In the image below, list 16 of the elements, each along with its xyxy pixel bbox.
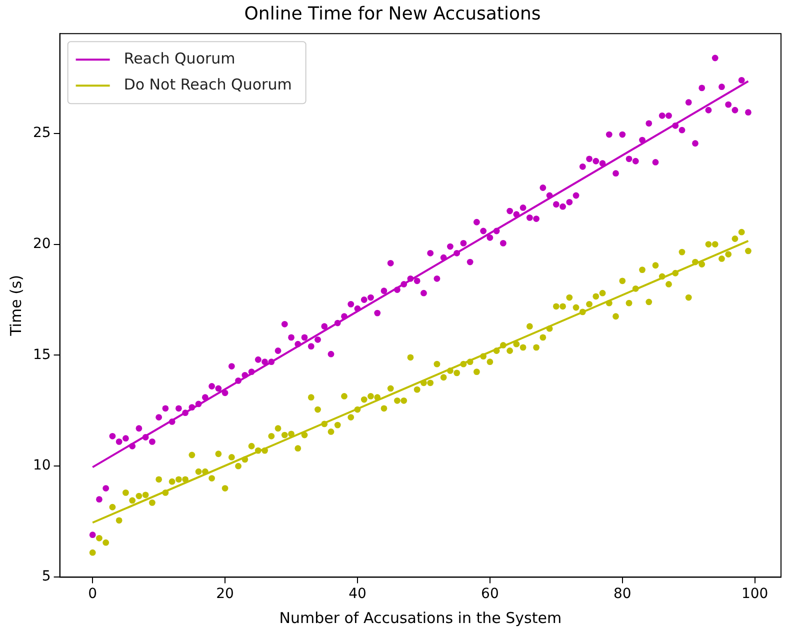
- x-tick-label: 20: [216, 586, 234, 602]
- y-tick-label: 25: [32, 125, 51, 142]
- x-tick-label: 60: [481, 586, 499, 602]
- y-tick-label: 5: [42, 568, 51, 585]
- x-tick-label: 40: [348, 586, 366, 602]
- legend-label: Do Not Reach Quorum: [124, 75, 292, 94]
- y-axis-title: Time (s): [6, 274, 25, 337]
- x-tick-label: 80: [613, 586, 632, 602]
- x-axis-title: Number of Accusations in the System: [279, 608, 562, 627]
- chart-title: Online Time for New Accusations: [244, 3, 541, 24]
- x-tick-label: 0: [88, 586, 98, 602]
- y-tick-label: 10: [32, 458, 51, 474]
- legend-label: Reach Quorum: [124, 49, 236, 68]
- y-tick-label: 20: [32, 236, 51, 252]
- x-tick-label: 100: [741, 586, 768, 602]
- y-tick-label: 15: [32, 346, 51, 363]
